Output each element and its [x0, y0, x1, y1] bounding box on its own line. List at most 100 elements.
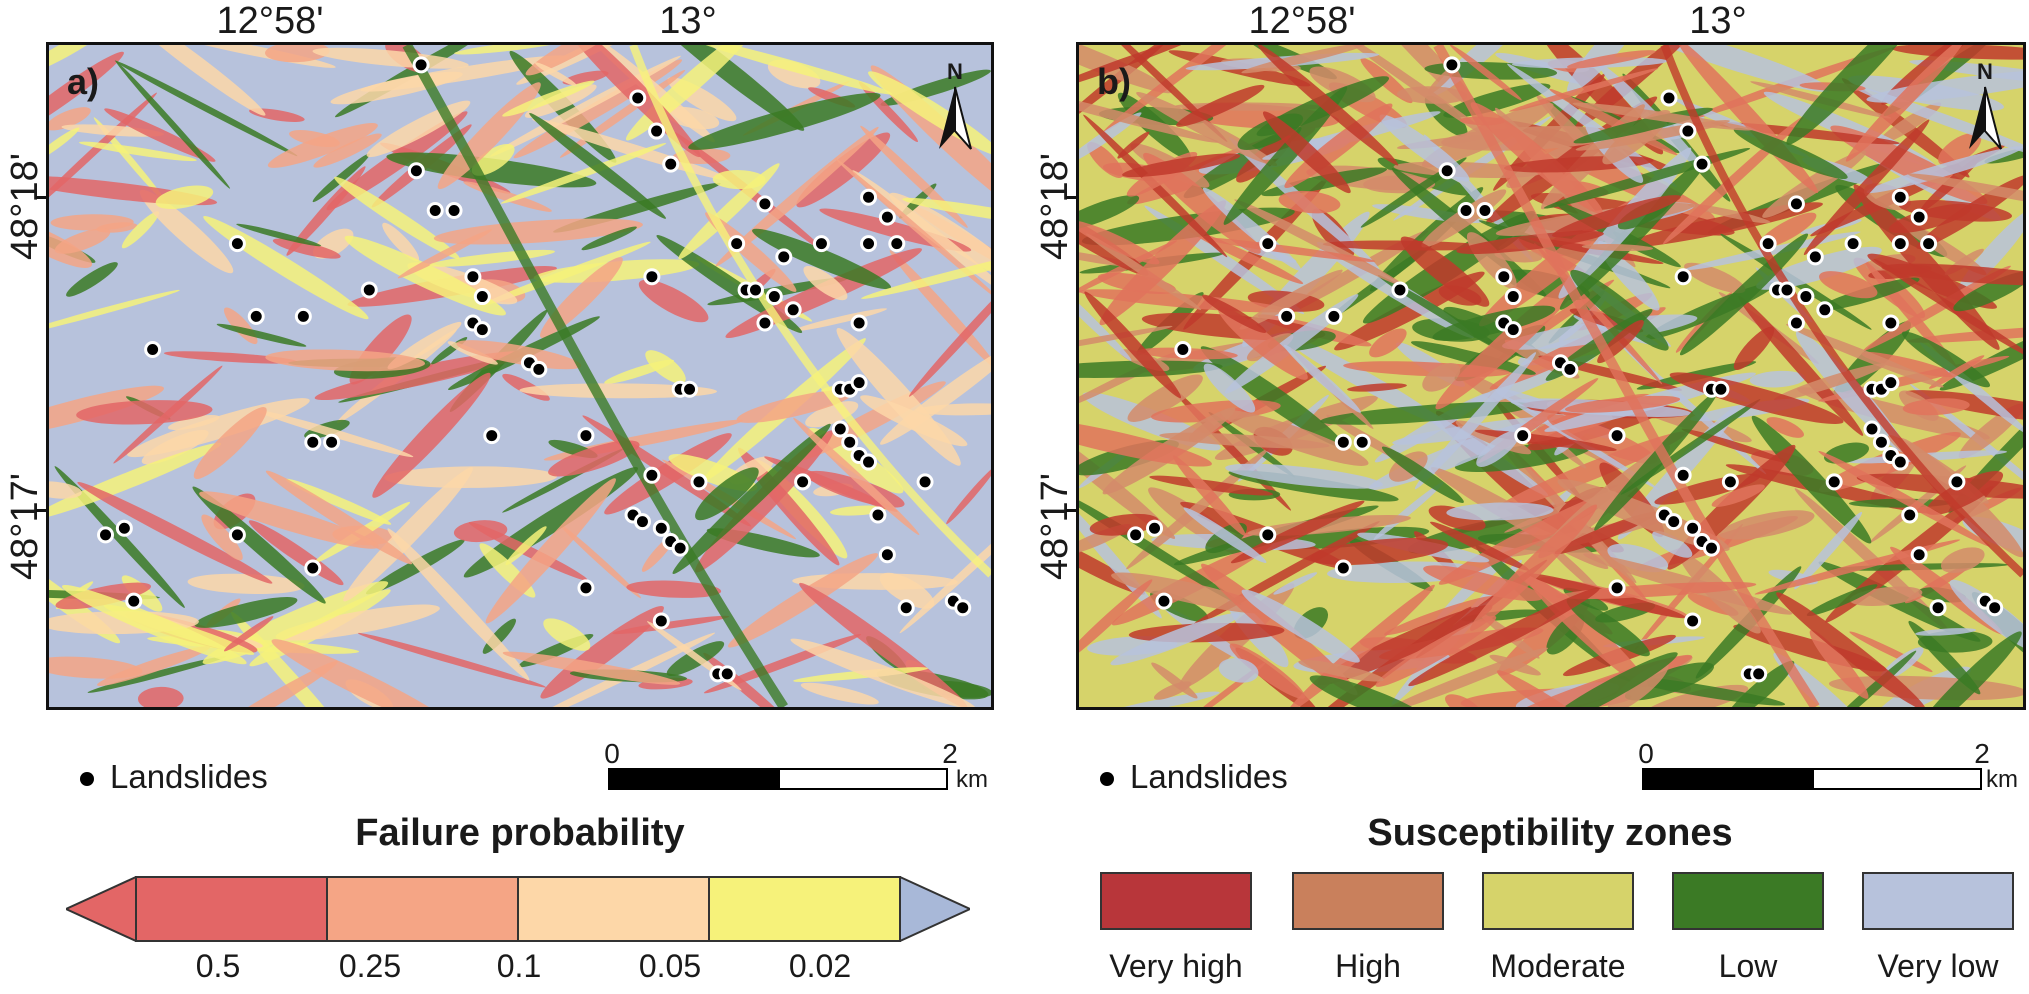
zone-label: Very low [1877, 948, 1999, 984]
landslide-point [652, 612, 670, 630]
lat-label-2: 48°17' [4, 473, 46, 580]
terrain-patch [1298, 660, 1384, 682]
terrain-patch [121, 211, 160, 249]
zone-label: High [1335, 948, 1401, 984]
terrain-patch [1542, 652, 1678, 707]
terrain-patch [645, 350, 686, 384]
failure-probability-colorbar [66, 876, 970, 942]
terrain-patch [1581, 243, 1654, 252]
terrain-patch [97, 646, 211, 687]
terrain-patch [236, 223, 322, 247]
zone-swatch [1100, 872, 1252, 930]
scale-start: 0 [1638, 738, 1654, 769]
landslide-point [360, 281, 378, 299]
landslide-point [1986, 599, 2004, 617]
terrain-patch [1347, 383, 1407, 392]
terrain-patch [271, 639, 461, 707]
terrain-patch [1776, 592, 1926, 707]
terrain-patch [1384, 596, 1494, 636]
terrain-patch [155, 185, 214, 210]
map-failure-probability[interactable]: a) N [46, 42, 994, 710]
map-susceptibility-zones[interactable]: b) N [1076, 42, 2026, 710]
scale-bar-black [608, 768, 780, 790]
terrain-patch [1153, 681, 1192, 700]
terrain-patch [1552, 195, 1681, 238]
lat-tick [36, 196, 48, 199]
landslide-point [784, 301, 802, 319]
terrain-patch [1422, 362, 1461, 392]
terrain-patch [1566, 45, 1647, 94]
scale-bar [1642, 768, 1982, 790]
landslide-point [671, 539, 689, 557]
north-arrow: N [925, 59, 985, 159]
terrain-patch [1733, 127, 1848, 180]
terrain-patch [1915, 628, 1977, 636]
colorbar-segment [326, 876, 519, 942]
landslide-point [1391, 281, 1409, 299]
terrain-patch [1449, 45, 1522, 101]
terrain-patch [77, 482, 273, 584]
terrain-patch [1173, 455, 1246, 536]
landslide-point [1457, 202, 1475, 219]
terrain-patch [1396, 86, 1468, 104]
landslide-point [1561, 360, 1579, 378]
terrain-patch [1079, 45, 1205, 92]
landslide-point [1174, 341, 1192, 359]
terrain-patch [1917, 630, 1993, 653]
landslide-point [1608, 579, 1626, 597]
terrain-patch [193, 407, 267, 479]
lon-label-1: 12°58' [216, 0, 324, 42]
terrain-patch [453, 520, 508, 543]
terrain-patch [1795, 331, 1906, 453]
terrain-patch [49, 385, 164, 437]
terrain-patch [1794, 511, 1863, 590]
terrain-patch [1525, 573, 1648, 688]
terrain-patch [1845, 45, 1966, 162]
terrain-patch [1262, 111, 1351, 194]
zone-label: Very high [1109, 948, 1243, 984]
terrain-patch [1863, 265, 2011, 351]
landslide-point [464, 268, 482, 286]
terrain-patch [285, 478, 392, 525]
terrain-patch [1566, 50, 1656, 69]
terrain-patch [672, 423, 831, 574]
terrain-patch [1126, 448, 1269, 570]
landslide-point [1146, 519, 1164, 537]
scale-bar-white [1812, 768, 1982, 790]
terrain-patch [705, 212, 797, 292]
terrain-patch [121, 45, 266, 116]
landslide-point [1127, 526, 1145, 544]
colorbar-break-1: 0.5 [195, 948, 241, 984]
terrain-patch [456, 340, 582, 370]
landslide-point [1665, 513, 1683, 531]
terrain-patch [879, 572, 935, 609]
terrain-patch [1572, 102, 1753, 131]
terrain-patch [524, 84, 597, 118]
lat-tick [1066, 509, 1078, 512]
landslide-point [831, 420, 849, 438]
terrain-patch [1117, 131, 1150, 159]
terrain-patch [192, 486, 326, 604]
terrain-patch [519, 383, 718, 399]
landslide-point [841, 433, 859, 451]
terrain-patch [433, 218, 643, 245]
landslide-point [1443, 56, 1461, 74]
terrain-patch [1375, 615, 1497, 687]
terrain-patch [529, 112, 666, 219]
landslide-point [681, 380, 699, 398]
terrain-patch [1084, 291, 1182, 399]
terrain-patch [1218, 658, 1259, 683]
landslide-point [1778, 281, 1796, 299]
landslide-point [407, 162, 425, 180]
landslide-point [1674, 268, 1692, 286]
terrain-patch [1410, 341, 1536, 375]
terrain-patch [201, 514, 243, 561]
terrain-patch [535, 62, 577, 86]
terrain-patch [1719, 510, 1815, 540]
terrain-patch [1079, 325, 1173, 355]
landslide-point [445, 202, 463, 219]
terrain-patch [1310, 537, 1449, 566]
scale-start: 0 [604, 738, 620, 769]
terrain-patch [49, 481, 82, 499]
terrain-patch [1446, 502, 1554, 521]
